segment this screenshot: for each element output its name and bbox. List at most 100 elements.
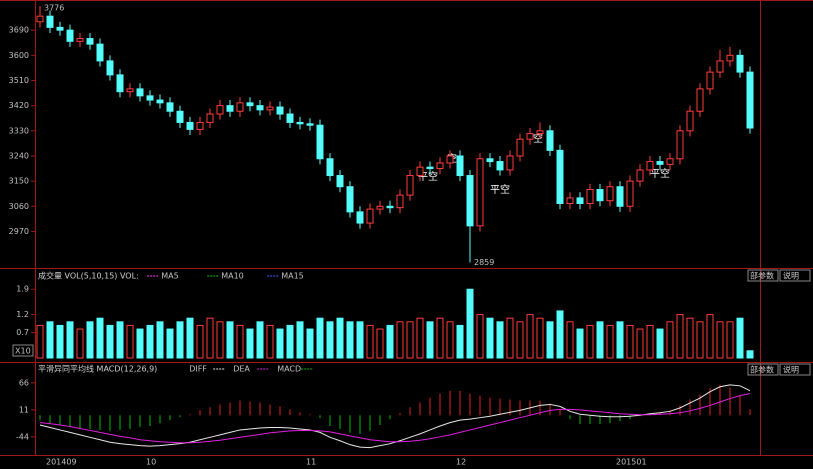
candle-body: [116, 74, 124, 93]
volume-bar: [46, 321, 54, 359]
candle-body: [376, 205, 384, 210]
volume-bar: [576, 328, 584, 359]
legend-label: MA15: [281, 272, 304, 281]
volume-bar: [186, 317, 194, 359]
volume-bar: [216, 321, 224, 359]
candle-body: [706, 71, 714, 90]
legend-label: DEA: [233, 365, 250, 374]
volume-bar: [316, 317, 324, 359]
candle-body: [476, 158, 484, 227]
y-tick-label: 0.7: [16, 328, 29, 337]
volume-bar: [366, 324, 374, 359]
button[interactable]: [747, 363, 779, 376]
candle-body: [306, 123, 314, 126]
volume-bar: [166, 328, 174, 359]
volume-bar: [606, 324, 614, 359]
candle-body: [566, 197, 574, 204]
button[interactable]: [747, 269, 779, 282]
y-tick-label: 3510: [9, 76, 29, 85]
button[interactable]: [779, 363, 811, 376]
candle-body: [416, 166, 424, 177]
candle-body: [256, 105, 264, 111]
x-tick-label: 11: [306, 458, 316, 467]
volume-bar: [406, 321, 414, 359]
volume-bar: [556, 310, 564, 359]
button-label[interactable]: 部参数: [750, 271, 774, 281]
volume-bar: [56, 324, 64, 359]
y-tick-label: 3690: [9, 26, 29, 35]
candle-body: [536, 130, 544, 135]
candle-body: [356, 211, 364, 224]
volume-bar: [306, 328, 314, 359]
legend-label: MACD: [277, 365, 301, 374]
candle-body: [526, 133, 534, 140]
candle-body: [206, 113, 214, 123]
button-label[interactable]: 说明: [783, 271, 799, 281]
candle-body: [246, 102, 254, 107]
candle-body: [646, 161, 654, 171]
panel-borders: [0, 0, 813, 456]
candle-body: [636, 169, 644, 182]
candle-body: [46, 15, 54, 28]
volume-bar: [126, 324, 134, 359]
candle-body: [616, 186, 624, 207]
volume-bar: [696, 321, 704, 359]
min-label: 2859: [474, 258, 494, 267]
signal-label: 平空: [490, 183, 510, 196]
button-label[interactable]: 说明: [783, 365, 799, 375]
x-tick-label: 201501: [616, 458, 647, 467]
volume-bar: [206, 317, 214, 359]
volume-bar: [86, 321, 94, 359]
candle-body: [146, 95, 154, 101]
candle-body: [36, 15, 44, 23]
volume-bar: [176, 321, 184, 359]
candle-body: [136, 88, 144, 97]
button[interactable]: [779, 269, 811, 282]
candle-body: [196, 121, 204, 130]
candle-body: [176, 110, 184, 123]
candle-body: [736, 54, 744, 73]
volume-bar: [96, 317, 104, 359]
candle-body: [506, 155, 514, 171]
volume-bar: [396, 321, 404, 359]
volume-bar: [536, 317, 544, 359]
y-tick-label: 66: [19, 378, 29, 387]
unit-box: [12, 344, 34, 357]
volume-bar: [106, 324, 114, 359]
y-tick-label: 3060: [9, 202, 29, 211]
volume-bar: [246, 328, 254, 359]
volume-bar: [476, 314, 484, 359]
candle-body: [156, 99, 164, 104]
volume-bar: [516, 321, 524, 359]
candle-body: [586, 189, 594, 204]
candle-body: [656, 161, 664, 165]
volume-bar: [636, 328, 644, 359]
candle-body: [276, 106, 284, 115]
volume-bar: [146, 324, 154, 359]
x-tick-label: 201409: [46, 458, 77, 467]
signal-label: 空: [533, 132, 543, 145]
y-tick-label: -44: [16, 432, 29, 441]
candle-body: [726, 54, 734, 62]
candle-body: [486, 158, 494, 163]
volume-bar: [496, 321, 504, 359]
button-label[interactable]: 部参数: [750, 365, 774, 375]
candle-body: [556, 149, 564, 204]
volume-bar: [506, 317, 514, 359]
y-tick-label: 3420: [9, 101, 29, 110]
legend-label: MA10: [221, 272, 244, 281]
volume-unit: X10: [15, 347, 31, 356]
volume-bar: [706, 314, 714, 359]
volume-title: 成交量 VOL(5,10,15) VOL:: [38, 271, 139, 281]
candle-body: [216, 105, 224, 115]
candle-body: [326, 158, 334, 177]
volume-bar: [656, 328, 664, 359]
candle-body: [746, 71, 754, 129]
signal-label: 平空: [650, 167, 670, 180]
max-label: 3776: [44, 4, 64, 13]
candle-body: [696, 88, 704, 112]
volume-bar: [76, 328, 84, 359]
macd-title: 平滑异同平均线 MACD(12,26,9): [38, 364, 157, 374]
volume-bar: [116, 321, 124, 359]
